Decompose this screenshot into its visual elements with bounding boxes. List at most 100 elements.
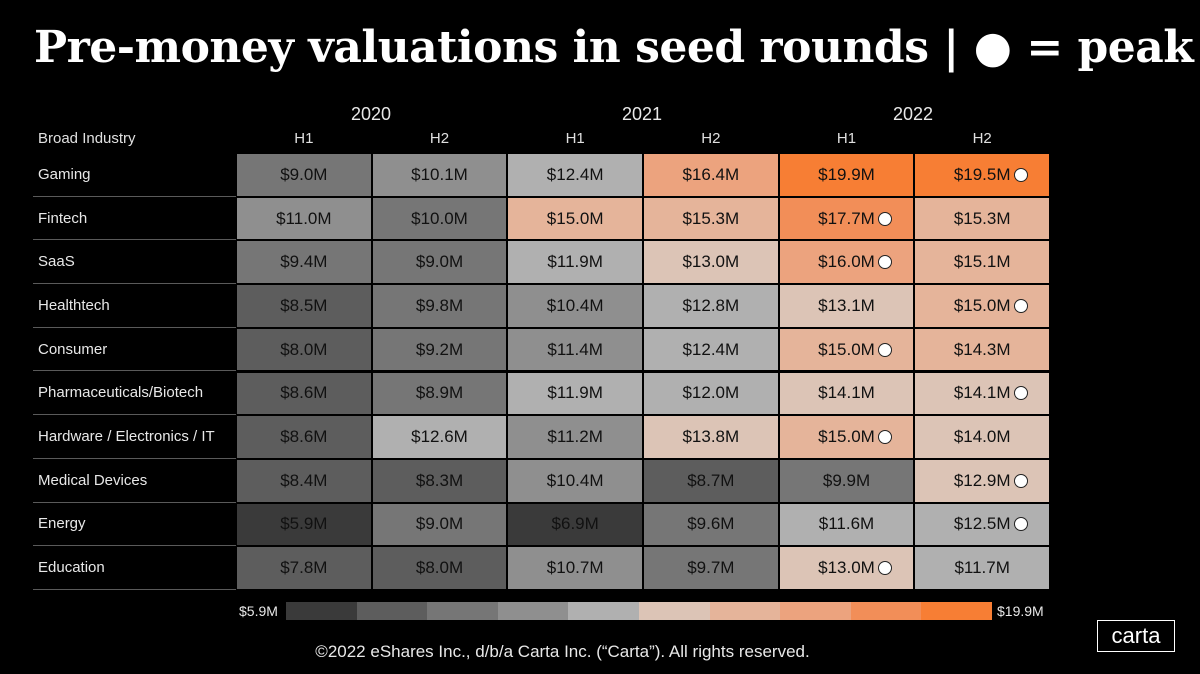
- heatmap-cell: $12.9M: [914, 458, 1050, 503]
- color-scale-segment: [709, 602, 781, 620]
- year-label-2020: 2020: [350, 104, 392, 124]
- heatmap-cell: $10.1M: [371, 153, 508, 197]
- row-label-4: Consumer: [33, 328, 236, 372]
- heatmap-cell: $8.4M: [236, 458, 372, 503]
- carta-logo: carta: [1097, 620, 1175, 652]
- heatmap-cell: $15.1M: [914, 240, 1050, 285]
- cell-value-label: $8.0M: [415, 558, 464, 578]
- heatmap-cell: $11.4M: [507, 327, 643, 372]
- heatmap-cell: $6.9M: [507, 502, 643, 547]
- row-label-1: Fintech: [33, 197, 236, 241]
- cell-value-label: $12.6M: [411, 427, 468, 447]
- heatmap-cell: $9.6M: [643, 502, 779, 547]
- heatmap-cell: $19.5M: [914, 153, 1050, 197]
- row-label-5: Pharmaceuticals/Biotech: [33, 372, 236, 416]
- row-label-7: Medical Devices: [33, 459, 236, 503]
- cell-value-label: $10.1M: [411, 164, 468, 184]
- heatmap-cell: $7.8M: [236, 546, 372, 590]
- heatmap-cell: $15.3M: [643, 196, 779, 241]
- column-header-3: H2: [701, 130, 721, 147]
- peak-marker-icon: [1013, 298, 1028, 313]
- heatmap-cell: $13.1M: [778, 284, 915, 328]
- heatmap-cell: $10.4M: [507, 458, 643, 503]
- heatmap-cell: $14.1M: [914, 371, 1050, 416]
- heatmap-cell: $5.9M: [236, 502, 372, 547]
- peak-marker-icon: [877, 342, 892, 357]
- color-scale-legend: [286, 602, 993, 620]
- cell-value-label: $16.0M: [818, 252, 892, 272]
- cell-value-label: $10.4M: [546, 295, 604, 315]
- cell-value-label: $12.8M: [682, 295, 740, 315]
- cell-value-label: $8.0M: [280, 339, 328, 359]
- heatmap-cell: $15.0M: [507, 196, 643, 241]
- cell-value-label: $9.6M: [687, 514, 735, 534]
- cell-value-label: $15.3M: [682, 208, 740, 228]
- heatmap-cell: $10.7M: [507, 546, 643, 590]
- cell-value-label: $8.3M: [415, 470, 464, 490]
- heatmap-cell: $10.4M: [507, 284, 643, 328]
- color-scale-segment: [356, 602, 428, 620]
- chart-title: Pre-money valuations in seed rounds | ● …: [34, 22, 1194, 73]
- cell-value-label: $15.3M: [953, 208, 1011, 228]
- heatmap-cell: $15.0M: [778, 327, 915, 372]
- cell-value-label: $7.8M: [280, 558, 328, 578]
- peak-marker-icon: [877, 430, 892, 445]
- color-scale-segment: [427, 602, 499, 620]
- cell-value-label: $11.7M: [954, 558, 1010, 578]
- heatmap-cell: $11.6M: [778, 502, 915, 547]
- heatmap-cell: $9.4M: [236, 240, 372, 285]
- cell-value-label: $11.2M: [547, 427, 603, 447]
- cell-value-label: $9.2M: [415, 339, 464, 359]
- cell-value-label: $13.1M: [818, 295, 875, 315]
- heatmap-cell: $12.8M: [643, 284, 779, 328]
- row-label-6: Hardware / Electronics / IT: [33, 415, 236, 459]
- heatmap-cell: $12.5M: [914, 502, 1050, 547]
- cell-value-label: $11.9M: [547, 383, 603, 403]
- heatmap-cell: $9.0M: [371, 240, 508, 285]
- heatmap-cell: $8.5M: [236, 284, 372, 328]
- heatmap-cell: $8.3M: [371, 458, 508, 503]
- cell-value-label: $15.0M: [818, 340, 892, 360]
- column-header-0: H1: [294, 130, 314, 147]
- cell-value-label: $16.4M: [682, 164, 740, 184]
- heatmap-cell: $9.9M: [778, 458, 915, 503]
- peak-marker-icon: [877, 255, 892, 270]
- scale-max-label: $19.9M: [997, 603, 1044, 619]
- column-header-1: H2: [429, 130, 450, 147]
- year-label-2022: 2022: [892, 104, 934, 124]
- cell-value-label: $8.6M: [280, 383, 328, 403]
- heatmap-cell: $16.0M: [778, 240, 915, 285]
- heatmap-cell: $11.2M: [507, 415, 643, 459]
- heatmap-cell: $17.7M: [778, 196, 915, 241]
- heatmap-cell: $8.9M: [371, 371, 508, 416]
- column-header-4: H1: [836, 130, 857, 147]
- cell-value-label: $10.0M: [411, 208, 468, 228]
- heatmap-cell: $9.0M: [371, 502, 508, 547]
- heatmap-cell: $8.7M: [643, 458, 779, 503]
- cell-value-label: $9.9M: [822, 470, 871, 490]
- cell-value-label: $11.9M: [547, 252, 603, 272]
- copyright-footer: ©2022 eShares Inc., d/b/a Carta Inc. (“C…: [315, 642, 810, 661]
- cell-value-label: $10.4M: [546, 470, 604, 490]
- peak-marker-icon: [877, 211, 892, 226]
- heatmap-cell: $13.8M: [643, 415, 779, 459]
- cell-value-label: $8.9M: [415, 383, 464, 403]
- color-scale-segment: [286, 602, 358, 620]
- cell-value-label: $12.4M: [546, 164, 604, 184]
- heatmap-cell: $12.0M: [643, 371, 779, 416]
- cell-value-label: $14.1M: [818, 383, 875, 403]
- heatmap-cell: $9.2M: [371, 327, 508, 372]
- heatmap-cell: $16.4M: [643, 153, 779, 197]
- scale-min-label: $5.9M: [239, 603, 278, 619]
- cell-value-label: $15.1M: [953, 252, 1011, 272]
- row-label-8: Energy: [33, 503, 236, 547]
- cell-value-label: $13.0M: [818, 558, 892, 578]
- cell-value-label: $12.0M: [682, 383, 740, 403]
- cell-value-label: $17.7M: [818, 209, 892, 229]
- color-scale-segment: [497, 602, 569, 620]
- cell-value-label: $11.6M: [818, 514, 875, 534]
- heatmap-cell: $13.0M: [643, 240, 779, 285]
- cell-value-label: $11.0M: [276, 208, 332, 228]
- cell-value-label: $12.4M: [682, 339, 740, 359]
- heatmap-cell: $19.9M: [778, 153, 915, 197]
